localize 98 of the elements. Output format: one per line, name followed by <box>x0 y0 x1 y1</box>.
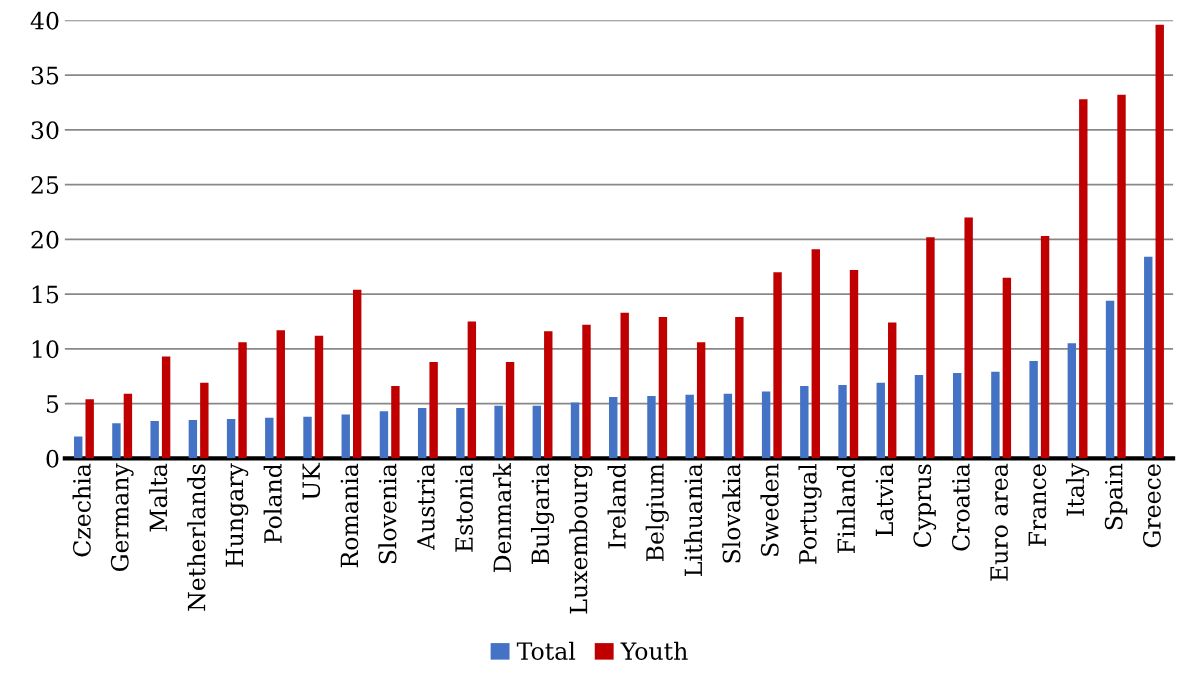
bar <box>723 393 733 459</box>
y-tick-label: 25 <box>31 176 59 194</box>
x-tick-label: Belgium <box>645 463 669 562</box>
x-tick-label: Czechia <box>72 463 91 557</box>
bar <box>1029 360 1038 459</box>
bar <box>467 321 477 459</box>
x-tick-label: Cyprus <box>913 464 937 547</box>
bar <box>417 407 427 459</box>
bar <box>647 395 656 459</box>
x-tick-label: Lithuania <box>683 463 703 576</box>
bar <box>964 217 973 459</box>
bar <box>685 394 694 459</box>
bar <box>658 317 668 459</box>
bar <box>112 423 121 459</box>
x-tick-label: Slovenia <box>378 463 397 564</box>
bar <box>161 356 171 459</box>
bar <box>532 405 542 459</box>
y-tick-label: 10 <box>32 340 59 359</box>
bar <box>609 397 618 459</box>
x-tick-label: Estonia <box>455 463 473 552</box>
bar <box>1067 343 1077 459</box>
bar <box>696 342 706 459</box>
bar <box>1117 94 1126 459</box>
bar <box>341 414 350 459</box>
y-tick-label: 40 <box>30 11 59 30</box>
bar <box>761 391 771 459</box>
bar <box>888 322 897 459</box>
x-tick-label: Austria <box>417 463 435 551</box>
x-tick-label: UK <box>302 462 321 500</box>
bar <box>123 393 133 459</box>
x-tick-label: Germany <box>110 463 134 571</box>
x-tick-label: Euro area <box>990 463 1008 581</box>
bar <box>620 312 629 459</box>
x-tick-label: Sweden <box>760 463 779 556</box>
bar <box>811 249 820 459</box>
legend-label: Youth <box>620 641 688 660</box>
bar <box>352 289 362 459</box>
bar <box>1144 256 1153 459</box>
x-tick-label: Poland <box>263 463 282 543</box>
x-tick-label: Greece <box>1142 464 1161 548</box>
x-tick-label: France <box>1028 464 1047 547</box>
bar <box>391 386 400 459</box>
bar <box>800 386 809 459</box>
bar <box>238 342 247 459</box>
x-tick-label: Portugal <box>798 463 822 564</box>
x-tick-label: Bulgaria <box>530 463 555 565</box>
y-tick-label: 30 <box>31 121 59 140</box>
x-tick-label: Luxembourg <box>569 463 593 614</box>
x-tick-label: Croatia <box>951 463 970 551</box>
bar <box>200 382 209 459</box>
bar <box>85 399 94 459</box>
bar <box>1079 99 1088 459</box>
bar <box>876 382 885 459</box>
bar <box>544 331 553 459</box>
bar <box>1105 300 1115 459</box>
bar <box>265 417 274 459</box>
x-tick-label: Netherlands <box>187 464 206 611</box>
y-tick-label: 35 <box>31 66 59 85</box>
bar <box>314 335 324 459</box>
x-tick-label: Ireland <box>607 463 626 549</box>
y-tick-label: 5 <box>46 395 59 413</box>
bar <box>494 405 503 459</box>
x-tick-label: Finland <box>836 463 856 553</box>
bar <box>150 421 159 459</box>
bar <box>74 436 83 459</box>
y-tick-label: 20 <box>31 230 59 249</box>
bar <box>926 237 935 459</box>
bar <box>1002 277 1012 459</box>
x-tick-label: Hungary <box>225 463 249 567</box>
bar <box>226 418 236 459</box>
bar <box>582 324 591 459</box>
bar <box>1040 236 1050 459</box>
y-tick-label: 0 <box>46 449 59 468</box>
bar <box>952 372 962 459</box>
bar <box>303 416 312 459</box>
bar <box>1155 24 1164 459</box>
legend-label: Total <box>516 641 576 660</box>
bar <box>505 361 515 459</box>
x-tick-label: Slovakia <box>722 463 741 563</box>
bar <box>429 361 438 459</box>
bar <box>914 375 924 459</box>
bar <box>570 402 580 459</box>
bar <box>991 371 1000 459</box>
bar <box>379 411 389 459</box>
bar <box>838 384 847 459</box>
bar <box>188 420 198 459</box>
x-tick-label: Italy <box>1065 463 1090 516</box>
y-tick-label: 15 <box>32 285 59 304</box>
bar <box>735 317 744 459</box>
x-tick-label: Spain <box>1104 463 1128 530</box>
bar <box>276 330 285 459</box>
x-tick-label: Denmark <box>492 463 512 573</box>
bar <box>849 270 859 459</box>
bar <box>773 272 782 459</box>
x-tick-label: Malta <box>148 463 168 532</box>
x-tick-label: Romania <box>340 463 359 568</box>
bar <box>456 407 465 459</box>
x-tick-label: Latvia <box>875 463 894 537</box>
